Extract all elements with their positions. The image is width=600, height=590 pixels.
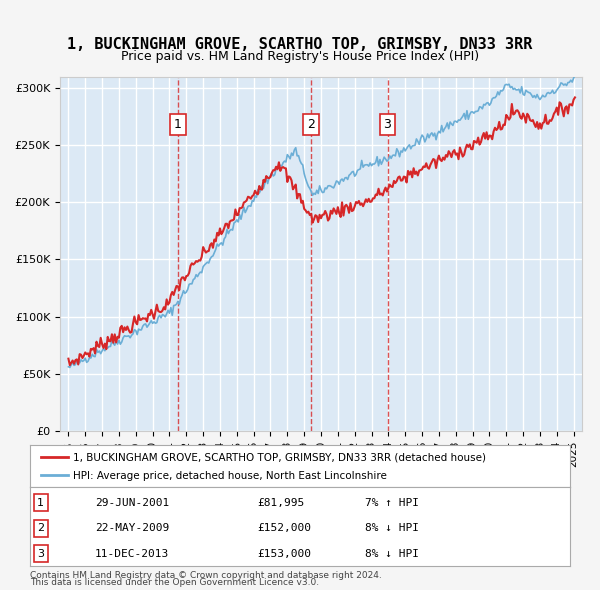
Text: £152,000: £152,000 xyxy=(257,523,311,533)
Text: 2: 2 xyxy=(307,118,315,131)
Text: £153,000: £153,000 xyxy=(257,549,311,559)
Text: 11-DEC-2013: 11-DEC-2013 xyxy=(95,549,169,559)
Text: 8% ↓ HPI: 8% ↓ HPI xyxy=(365,549,419,559)
Text: 1, BUCKINGHAM GROVE, SCARTHO TOP, GRIMSBY, DN33 3RR (detached house): 1, BUCKINGHAM GROVE, SCARTHO TOP, GRIMSB… xyxy=(73,453,486,463)
Text: HPI: Average price, detached house, North East Lincolnshire: HPI: Average price, detached house, Nort… xyxy=(73,471,387,481)
Text: 1: 1 xyxy=(174,118,182,131)
Text: 7% ↑ HPI: 7% ↑ HPI xyxy=(365,498,419,507)
Text: 1, BUCKINGHAM GROVE, SCARTHO TOP, GRIMSBY, DN33 3RR: 1, BUCKINGHAM GROVE, SCARTHO TOP, GRIMSB… xyxy=(67,37,533,52)
Text: Price paid vs. HM Land Registry's House Price Index (HPI): Price paid vs. HM Land Registry's House … xyxy=(121,50,479,63)
Text: £81,995: £81,995 xyxy=(257,498,304,507)
Text: This data is licensed under the Open Government Licence v3.0.: This data is licensed under the Open Gov… xyxy=(30,578,319,588)
Text: 3: 3 xyxy=(37,549,44,559)
Text: 29-JUN-2001: 29-JUN-2001 xyxy=(95,498,169,507)
Text: 3: 3 xyxy=(383,118,391,131)
Text: 22-MAY-2009: 22-MAY-2009 xyxy=(95,523,169,533)
Text: Contains HM Land Registry data © Crown copyright and database right 2024.: Contains HM Land Registry data © Crown c… xyxy=(30,571,382,580)
Text: 8% ↓ HPI: 8% ↓ HPI xyxy=(365,523,419,533)
Text: 2: 2 xyxy=(37,523,44,533)
Text: 1: 1 xyxy=(37,498,44,507)
